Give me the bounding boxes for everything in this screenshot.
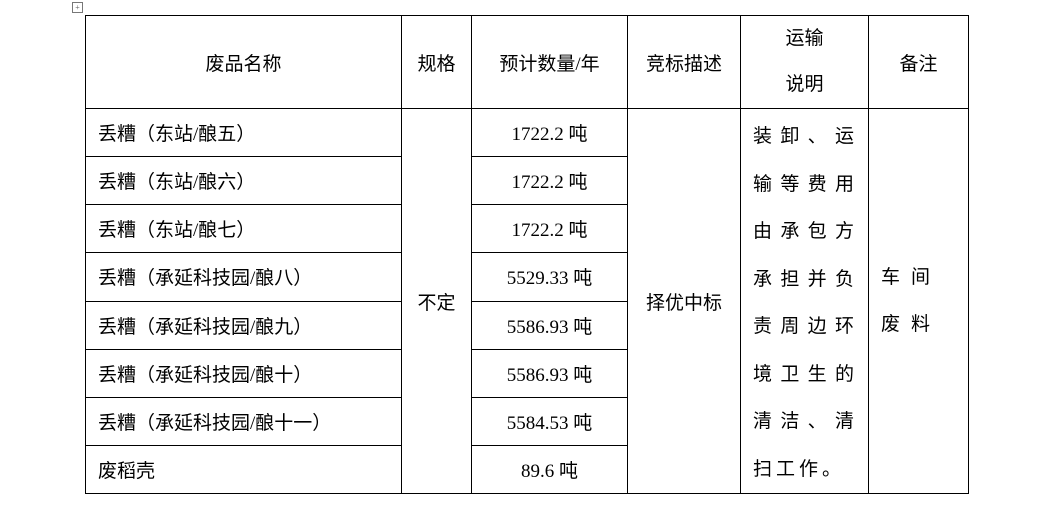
- table-cell: 1722.2 吨: [471, 107, 628, 158]
- table-cell: 装卸、运输等费用由承包方承担并负责周边环境卫生的清洁、清扫工作。: [740, 108, 869, 494]
- header-cell: 预计数量/年: [471, 15, 628, 109]
- table: 废品名称 规格 预计数量/年 竞标描述 运输说明 备注 丢糟（东站/酿五） 不定 1…: [85, 15, 969, 495]
- table-row: 丢糟（承延科技园/酿十一） 5584.53 吨: [85, 396, 969, 446]
- table-row: 丢糟（承延科技园/酿九） 5586.93 吨: [85, 300, 969, 350]
- table-cell: 丢糟（承延科技园/酿十）: [85, 348, 402, 398]
- table-cell: 丢糟（东站/酿七）: [85, 204, 402, 254]
- table-cell: 5586.93 吨: [471, 300, 628, 350]
- table-handle[interactable]: +: [72, 2, 83, 13]
- header-cell: 运输说明: [740, 15, 869, 109]
- table-cell: 89.6 吨: [471, 444, 628, 495]
- table-cell: 5584.53 吨: [471, 396, 628, 446]
- table-cell: 5586.93 吨: [471, 348, 628, 398]
- table-body: 丢糟（东站/酿五） 不定 1722.2 吨择优中标 装卸、运输等费用由承包方承担并负责…: [85, 107, 969, 495]
- table-cell: 丢糟（东站/酿五）: [85, 107, 402, 158]
- table-cell: 废稻壳: [85, 444, 402, 495]
- table-cell: 不定: [401, 108, 472, 494]
- header-cell: 废品名称: [85, 15, 402, 109]
- table-row: 丢糟（东站/酿五） 不定 1722.2 吨择优中标 装卸、运输等费用由承包方承担并负责…: [85, 107, 969, 494]
- table-cell: 丢糟（东站/酿六）: [85, 156, 402, 206]
- header-text: 运输说明: [785, 28, 824, 95]
- table-cell: 5529.33 吨: [471, 252, 628, 302]
- table-cell: 1722.2 吨: [471, 156, 628, 206]
- table-cell: 择优中标: [627, 108, 741, 494]
- header-row: 废品名称 规格 预计数量/年 竞标描述 运输说明 备注: [85, 15, 969, 109]
- table-cell: 丢糟（承延科技园/酿九）: [85, 300, 402, 350]
- header-cell: 规格: [401, 15, 472, 109]
- table-cell: 车间废料: [868, 108, 969, 494]
- table-cell: 丢糟（承延科技园/酿八）: [85, 252, 402, 302]
- header-cell: 备注: [868, 15, 969, 109]
- table-row: 丢糟（东站/酿六） 1722.2 吨: [85, 156, 969, 206]
- table-row: 丢糟（承延科技园/酿十） 5586.93 吨: [85, 348, 969, 398]
- table-cell: 丢糟（承延科技园/酿十一）: [85, 396, 402, 446]
- header-cell: 竞标描述: [627, 15, 741, 109]
- table-row: 废稻壳 89.6 吨: [85, 444, 969, 495]
- table-row: 丢糟（东站/酿七） 1722.2 吨: [85, 204, 969, 254]
- table-cell: 1722.2 吨: [471, 204, 628, 254]
- table-row: 丢糟（承延科技园/酿八） 5529.33 吨: [85, 252, 969, 302]
